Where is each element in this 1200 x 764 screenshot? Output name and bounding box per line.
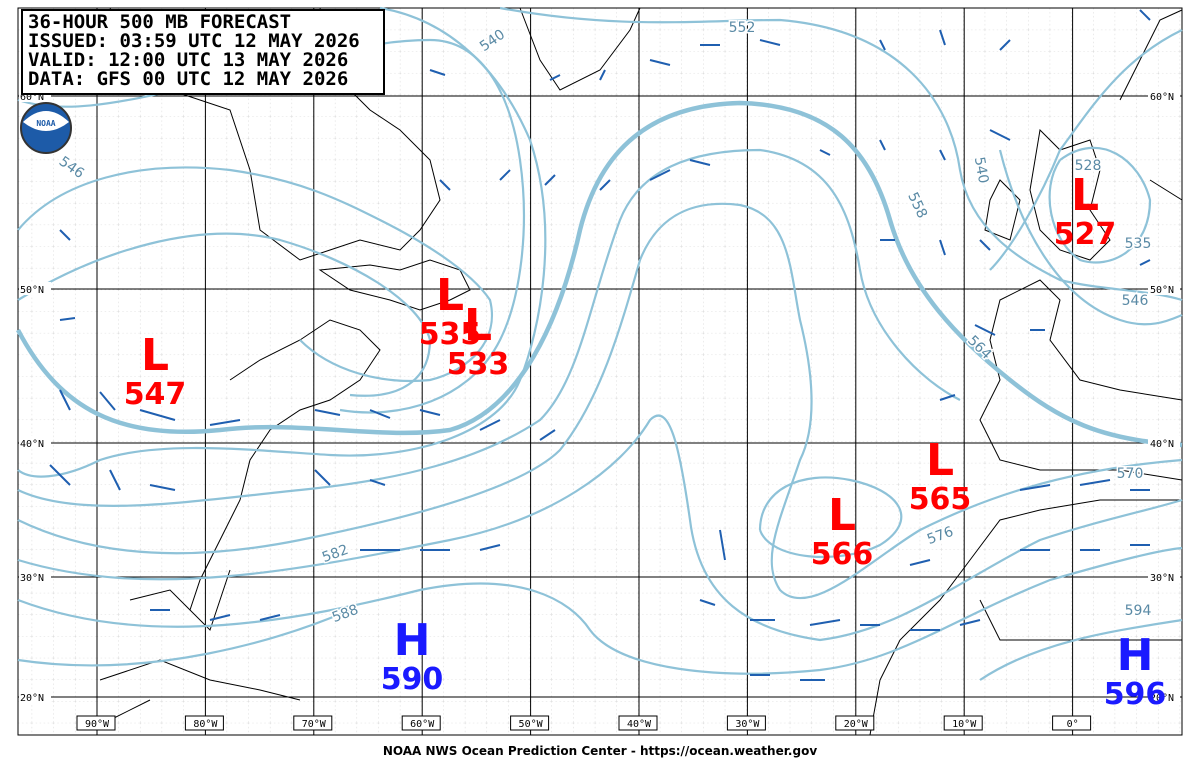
center-symbol: L: [464, 300, 492, 351]
header-line: 36-HOUR 500 MB FORECAST: [28, 11, 291, 33]
contour-label: 540: [971, 156, 991, 185]
label-bg: [510, 715, 550, 731]
label-bg: [1148, 690, 1180, 703]
center-value: 596: [1104, 677, 1167, 712]
center-symbol: H: [394, 615, 431, 666]
latitude-label: 60°N: [1150, 92, 1174, 103]
label-bg: [1148, 570, 1180, 583]
latitude-label: 30°N: [1150, 573, 1174, 584]
contour-label: 546: [1122, 293, 1149, 309]
longitude-label: 0°: [1067, 719, 1079, 730]
longitude-label: 60°W: [410, 719, 435, 730]
longitude-label: 50°W: [519, 719, 544, 730]
center-value: 565: [909, 482, 972, 517]
center-value: 590: [381, 662, 444, 697]
map-frame: [17, 7, 1183, 736]
noaa-logo: NOAA: [20, 102, 72, 154]
label-bg: [1148, 282, 1180, 295]
contour-label: 552: [729, 20, 756, 36]
longitude-label: 90°W: [85, 719, 110, 730]
label-bg: [943, 715, 983, 731]
center-value: 566: [811, 537, 874, 572]
label-bg: [293, 715, 333, 731]
header-line: ISSUED: 03:59 UTC 12 MAY 2026: [28, 30, 360, 52]
contour-label: 570: [1117, 466, 1144, 482]
label-bg: [618, 715, 658, 731]
header-line: VALID: 12:00 UTC 13 MAY 2026: [28, 49, 348, 71]
latitude-label: 40°N: [1150, 439, 1174, 450]
label-bg: [1052, 715, 1092, 731]
latitude-label: 20°N: [20, 693, 44, 704]
latitude-label: 30°N: [20, 573, 44, 584]
label-bg: [835, 715, 875, 731]
latitude-label: 40°N: [20, 439, 44, 450]
center-symbol: H: [1117, 630, 1154, 681]
contour-label: 594: [1125, 603, 1152, 619]
header-line: DATA: GFS 00 UTC 12 MAY 2026: [28, 68, 348, 90]
center-value: 527: [1054, 217, 1117, 252]
longitude-label: 40°W: [627, 719, 652, 730]
center-value: 533: [447, 347, 510, 382]
footer: NOAA NWS Ocean Prediction Center - https…: [383, 744, 817, 758]
graticule: [18, 8, 1182, 735]
contour-label: 535: [1125, 236, 1152, 252]
logo-text: NOAA: [36, 119, 55, 128]
latitude-label: 50°N: [20, 285, 44, 296]
longitude-label: 70°W: [302, 719, 327, 730]
label-bg: [184, 715, 224, 731]
latitude-label: 50°N: [1150, 285, 1174, 296]
wind-barbs: [49, 9, 1151, 681]
latitude-label: 60°N: [20, 92, 44, 103]
center-symbol: L: [926, 435, 954, 486]
label-bg: [726, 715, 766, 731]
label-bg: [19, 570, 51, 583]
label-bg: [1148, 436, 1180, 449]
label-bg: [19, 436, 51, 449]
longitude-label: 30°W: [735, 719, 760, 730]
center-symbol: L: [141, 330, 169, 381]
coastlines: [99, 7, 1183, 736]
latitude-label: 20°N: [1150, 693, 1174, 704]
label-bg: [401, 715, 441, 731]
center-value: 547: [124, 377, 187, 412]
center-symbol: L: [828, 490, 856, 541]
label-bg: [19, 690, 51, 703]
label-bg: [19, 282, 51, 295]
contour-label: 528: [1075, 158, 1102, 174]
center-symbol: L: [1071, 170, 1099, 221]
center-symbol: L: [436, 270, 464, 321]
longitude-label: 80°W: [193, 719, 218, 730]
header-box: [21, 9, 385, 95]
center-value: 535: [419, 317, 482, 352]
label-bg: [76, 715, 116, 731]
label-bg: [1148, 89, 1180, 102]
longitude-label: 20°W: [844, 719, 869, 730]
longitude-label: 10°W: [952, 719, 977, 730]
